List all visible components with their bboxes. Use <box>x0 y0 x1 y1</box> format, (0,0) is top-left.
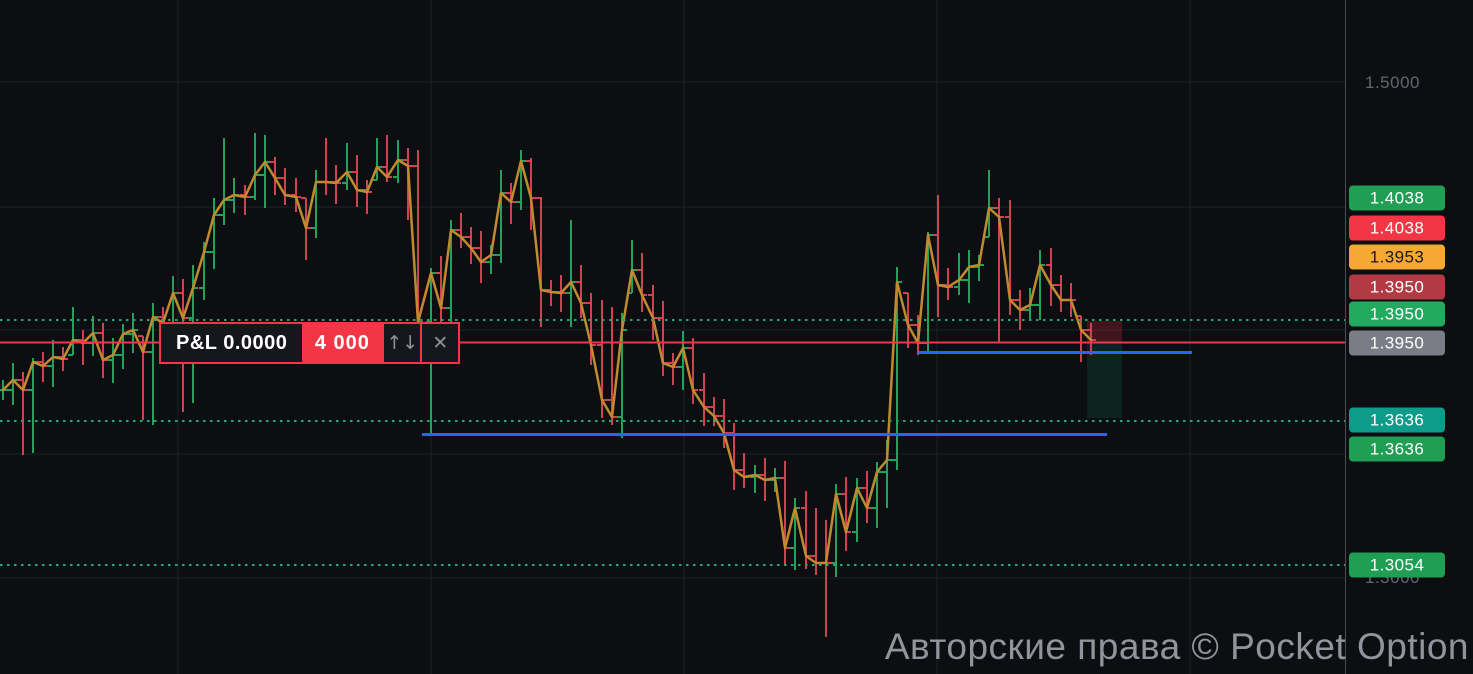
close-price-line <box>1 158 1093 565</box>
pnl-amount-badge: 4 000 <box>302 324 383 362</box>
pnl-widget[interactable]: P&L 0.0000 4 000 ↑↓ ✕ <box>159 322 461 364</box>
swap-vertical-icon: ↑↓ <box>386 332 419 354</box>
swap-direction-button[interactable]: ↑↓ <box>382 324 421 362</box>
price-axis[interactable]: 1.5000 1.3000 1.4038 1.4038 1.3953 1.3950 1.39… <box>1345 0 1473 674</box>
price-badge: 1.4038 <box>1349 215 1445 241</box>
price-badge: 1.3636 <box>1349 436 1445 462</box>
profit-zone <box>1087 342 1122 418</box>
price-badge: 1.3950 <box>1349 330 1445 356</box>
risk-zone <box>1087 321 1122 342</box>
pnl-value-label: P&L 0.0000 <box>161 324 303 362</box>
price-badge: 1.3950 <box>1349 301 1445 327</box>
close-trade-button[interactable]: ✕ <box>420 324 459 362</box>
price-badge: 1.3953 <box>1349 244 1445 270</box>
price-badge: 1.3950 <box>1349 274 1445 300</box>
price-badge: 1.3054 <box>1349 552 1445 578</box>
axis-tick-label: 1.5000 <box>1365 73 1420 92</box>
close-icon: ✕ <box>432 332 449 354</box>
price-badge: 1.3636 <box>1349 407 1445 433</box>
price-badge: 1.4038 <box>1349 185 1445 211</box>
